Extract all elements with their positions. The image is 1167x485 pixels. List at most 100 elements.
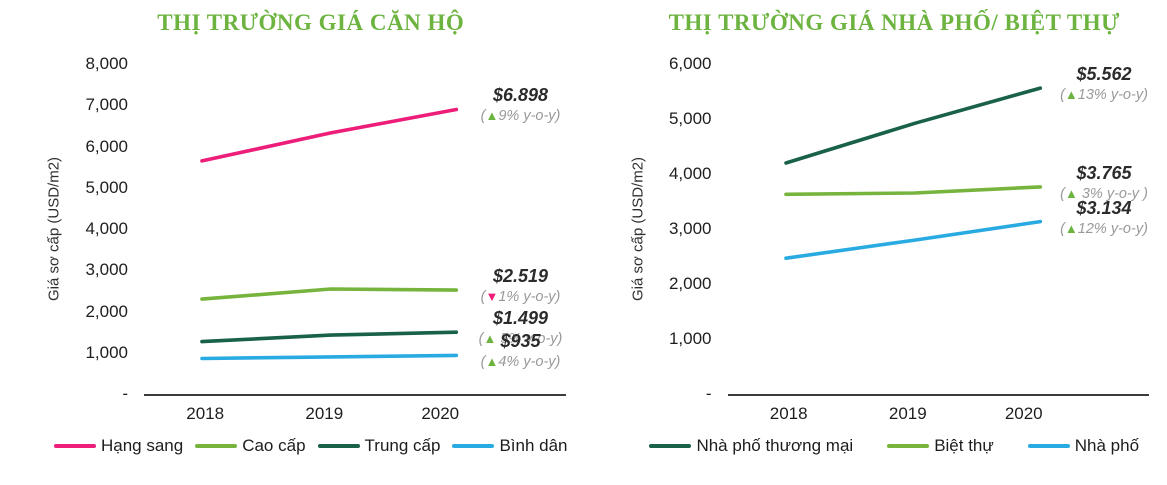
legend-line-swatch: [195, 444, 238, 448]
y-tick-label: 3,000: [668, 219, 712, 238]
legend-label: Nhà phố thương mại: [696, 436, 854, 455]
annotation-trung-cap: $1.499 (▲ 5% y-o-y): [466, 308, 576, 349]
legend: Nhà phố thương mại Biệt thự Nhà phố: [624, 436, 1166, 456]
up-triangle-icon: ▲: [483, 331, 497, 347]
y-tick-label: 6,000: [668, 54, 712, 73]
x-axis-line: [727, 394, 1149, 396]
x-tick-label: 2020: [1004, 404, 1043, 423]
y-tick-label: 6,000: [85, 136, 128, 156]
legend-label: Bình dân: [499, 436, 568, 455]
legend-line-swatch: [317, 444, 360, 448]
value-annotations: $5.562 (▲13% y-o-y) $3.765 (▲ 3% y-o-y ) $3.…: [1049, 64, 1159, 394]
y-axis-ticks: 8,000 7,000 6,000 5,000 4,000 3,000 2,000 1,000…: [68, 54, 140, 403]
x-tick-label: 2019: [305, 404, 344, 423]
up-triangle-icon: ▲: [485, 354, 499, 370]
apartment-price-chart-panel: THỊ TRƯỜNG GIÁ CĂN HỘ Giá sơ cấp (USD/m2…: [40, 10, 582, 456]
y-tick-label: 5,000: [85, 177, 128, 197]
price-label: $3.765: [1076, 162, 1132, 183]
x-axis-line: [144, 394, 566, 396]
legend-line-swatch: [1027, 444, 1070, 448]
legend-item-nha-pho: Nhà phố: [1027, 436, 1140, 456]
y-tick-label: 2,000: [668, 274, 712, 293]
legend-label: Trung cấp: [364, 436, 441, 455]
y-tick-label: 1,000: [85, 342, 128, 362]
y-tick-label: -: [122, 384, 128, 403]
legend-item-nha-pho-thuong-mai: Nhà phố thương mại: [649, 436, 853, 456]
y-tick-label: 2,000: [85, 301, 128, 321]
y-axis-ticks: 6,000 5,000 4,000 3,000 2,000 1,000 -: [652, 54, 724, 403]
series-line-nha-pho-thuong-mai: [783, 86, 1042, 165]
up-triangle-icon: ▲: [1064, 185, 1078, 201]
x-tick-label: 2018: [769, 404, 808, 423]
annotation-binh-dan: $935 (▲4% y-o-y): [466, 331, 576, 372]
y-axis-label: Giá sơ cấp (USD/m2): [45, 156, 63, 302]
plot-area: 2018 2019 2020 $5.562 (▲13% y-o-y) $3.765 (▲ …: [727, 64, 1160, 459]
legend-item-trung-cap: Trung cấp: [317, 436, 441, 456]
chart-area: Giá sơ cấp (USD/m2) 8,000 7,000 6,000 5,000…: [40, 44, 582, 426]
yoy-change-label: (▲9% y-o-y): [480, 108, 561, 125]
legend-label: Biệt thự: [934, 436, 994, 455]
yoy-change-label: (▲ 3% y-o-y ): [1060, 185, 1148, 202]
legend-label: Cao cấp: [242, 436, 306, 455]
up-triangle-icon: ▲: [485, 108, 499, 124]
yoy-change-label: (▲12% y-o-y): [1060, 220, 1148, 237]
y-axis-label: Giá sơ cấp (USD/m2): [629, 156, 646, 302]
legend-line-swatch: [649, 444, 692, 448]
townhouse-villa-price-chart-panel: THỊ TRƯỜNG GIÁ NHÀ PHỐ/ BIỆT THỰ Giá sơ …: [584, 0, 1167, 485]
plot-area: 2018 2019 2020 $6.898 (▲9% y-o-y) $2.519 (▼1%…: [144, 64, 576, 459]
legend-item-binh-dan: Bình dân: [452, 436, 568, 456]
series-line-hang-sang: [200, 107, 459, 163]
legend: Hạng sang Cao cấp Trung cấp Bình dân: [40, 436, 582, 456]
yoy-change-label: (▲4% y-o-y): [480, 354, 561, 371]
yoy-change-label: (▲ 5% y-o-y): [478, 331, 563, 348]
x-axis-labels: 2018 2019 2020: [728, 404, 1050, 426]
legend-item-cao-cap: Cao cấp: [195, 436, 306, 456]
y-tick-label: 8,000: [85, 54, 128, 73]
yoy-change-label: (▲13% y-o-y): [1060, 87, 1148, 104]
line-plot: [144, 64, 466, 394]
x-axis-labels: 2018 2019 2020: [144, 404, 466, 426]
y-tick-label: 5,000: [668, 109, 712, 128]
annotation-biet-thu: $3.765 (▲ 3% y-o-y ): [1049, 163, 1159, 204]
price-label: $2.519: [492, 266, 549, 287]
price-label: $3.134: [1076, 197, 1132, 218]
y-tick-label: 7,000: [85, 95, 128, 115]
annotation-cao-cap: $2.519 (▼1% y-o-y): [466, 266, 576, 307]
value-annotations: $6.898 (▲9% y-o-y) $2.519 (▼1% y-o-y) $1.499…: [466, 64, 576, 394]
series-line-binh-dan: [200, 353, 459, 361]
y-tick-label: 1,000: [668, 329, 712, 348]
line-plot: [728, 64, 1050, 394]
y-tick-label: 3,000: [85, 260, 128, 280]
legend-label: Nhà phố: [1074, 436, 1140, 455]
chart-area: Giá sơ cấp (USD/m2) 6,000 5,000 4,000 3,000…: [624, 44, 1166, 426]
chart-title: THỊ TRƯỜNG GIÁ NHÀ PHỐ/ BIỆT THỰ: [668, 10, 1120, 35]
up-triangle-icon: ▲: [1064, 220, 1078, 236]
legend-item-biet-thu: Biệt thự: [887, 436, 994, 456]
legend-line-swatch: [53, 444, 96, 448]
x-tick-label: 2020: [421, 404, 460, 423]
price-label: $5.562: [1076, 64, 1132, 85]
price-label: $6.898: [492, 85, 549, 106]
price-label: $1.499: [492, 308, 549, 329]
plot-canvas: [200, 107, 459, 361]
y-tick-label: -: [705, 384, 712, 403]
legend-item-hang-sang: Hạng sang: [53, 436, 184, 456]
annotation-nha-pho-thuong-mai: $5.562 (▲13% y-o-y): [1049, 64, 1159, 105]
series-line-cao-cap: [200, 287, 459, 301]
x-tick-label: 2019: [888, 404, 927, 423]
up-triangle-icon: ▲: [1064, 87, 1078, 103]
series-line-trung-cap: [200, 330, 459, 344]
annotation-nha-pho: $3.134 (▲12% y-o-y): [1049, 198, 1159, 239]
series-line-nha-pho: [783, 219, 1042, 260]
y-tick-label: 4,000: [668, 164, 712, 183]
y-tick-label: 4,000: [85, 219, 128, 238]
annotation-hang-sang: $6.898 (▲9% y-o-y): [466, 85, 576, 126]
legend-line-swatch: [887, 444, 930, 448]
down-triangle-icon: ▼: [485, 289, 499, 305]
price-label: $935: [500, 331, 541, 352]
legend-line-swatch: [452, 444, 495, 448]
legend-label: Hạng sang: [100, 436, 184, 455]
series-line-biet-thu: [783, 185, 1042, 197]
x-tick-label: 2018: [186, 404, 225, 423]
